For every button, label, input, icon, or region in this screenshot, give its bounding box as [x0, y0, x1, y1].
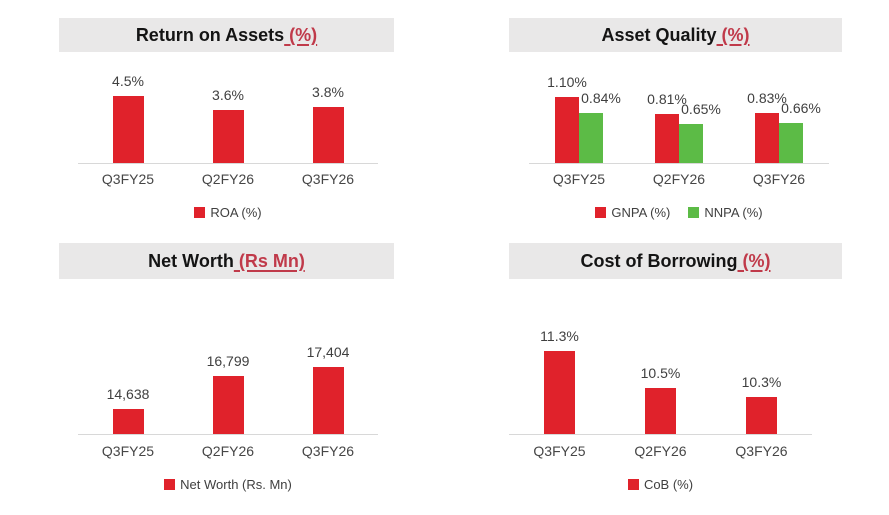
bar-gnpa-q3fy25 [555, 97, 579, 163]
bar-nnpa-q3fy25 [579, 113, 603, 163]
data-label-nnpa-q2fy26: 0.65% [681, 101, 721, 117]
bar-nnpa-q3fy26 [779, 123, 803, 163]
legend-label: Net Worth (Rs. Mn) [180, 476, 292, 492]
bar-net-worth-rs-mn-q2fy26 [212, 376, 244, 434]
legend: CoB (%) [509, 476, 812, 492]
x-tick-label-q3fy25: Q3FY25 [101, 443, 155, 459]
data-label-net-worth-rs-mn-q2fy26: 16,799 [206, 353, 250, 369]
legend-label: GNPA (%) [611, 204, 671, 220]
legend: ROA (%) [78, 204, 378, 220]
legend-label: ROA (%) [210, 204, 262, 220]
x-axis-line [529, 163, 829, 164]
legend-item-gnpa: GNPA (%) [595, 205, 670, 220]
legend-marker-roa [194, 206, 206, 218]
bar-cob-q3fy25 [544, 351, 575, 434]
data-label-cob-q3fy25: 11.3% [540, 328, 579, 344]
chart-title-unit: (%) [284, 25, 318, 45]
legend-item-net-worth-rs-mn: Net Worth (Rs. Mn) [164, 477, 292, 492]
legend-marker-nnpa [688, 206, 700, 218]
data-label-gnpa-q3fy25: 1.10% [547, 74, 587, 90]
x-axis-line [78, 163, 378, 164]
legend-label: CoB (%) [643, 476, 694, 492]
chart-title-text: Return on Assets [135, 25, 285, 45]
x-axis-line [78, 434, 378, 435]
bar-cob-q3fy26 [746, 397, 777, 434]
data-label-net-worth-rs-mn-q3fy26: 17,404 [306, 344, 350, 360]
chart-title-text: Asset Quality [601, 25, 717, 45]
data-label-nnpa-q3fy25: 0.84% [581, 90, 621, 106]
data-label-roa-q2fy26: 3.6% [212, 87, 244, 103]
bar-cob-q2fy26 [645, 388, 676, 434]
chart-title-cost-of-borrowing: Cost of Borrowing (%) [509, 243, 842, 279]
chart-title-net-worth: Net Worth (Rs Mn) [59, 243, 394, 279]
data-label-net-worth-rs-mn-q3fy25: 14,638 [106, 386, 150, 402]
data-label-roa-q3fy25: 4.5% [112, 73, 144, 89]
x-tick-label-q2fy26: Q2FY26 [634, 443, 687, 459]
chart-title-asset-quality: Asset Quality (%) [509, 18, 842, 52]
data-label-nnpa-q3fy26: 0.66% [781, 100, 821, 116]
x-tick-label-q3fy26: Q3FY26 [301, 443, 355, 459]
x-tick-label-q2fy26: Q2FY26 [201, 443, 255, 459]
bar-net-worth-rs-mn-q3fy26 [312, 367, 344, 434]
data-label-cob-q3fy26: 10.3% [741, 374, 782, 390]
x-tick-label-q3fy25: Q3FY25 [552, 171, 606, 187]
legend: GNPA (%) NNPA (%) [529, 204, 829, 220]
legend-label: NNPA (%) [704, 204, 763, 220]
x-tick-label-q3fy26: Q3FY26 [301, 171, 355, 187]
x-tick-label-q3fy26: Q3FY26 [752, 171, 806, 187]
bar-roa-q3fy26 [312, 107, 344, 163]
legend-marker-cob [627, 478, 639, 490]
bar-net-worth-rs-mn-q3fy25 [112, 409, 144, 434]
legend: Net Worth (Rs. Mn) [78, 476, 378, 492]
bar-gnpa-q3fy26 [755, 113, 779, 163]
data-label-roa-q3fy26: 3.8% [312, 84, 344, 100]
bar-nnpa-q2fy26 [679, 124, 703, 163]
data-label-gnpa-q2fy26: 0.81% [647, 91, 687, 107]
x-tick-label-q3fy25: Q3FY25 [533, 443, 586, 459]
x-axis-line [509, 434, 812, 435]
legend-item-roa: ROA (%) [194, 204, 262, 220]
chart-title-text: Net Worth [148, 251, 234, 271]
legend-marker-net-worth-rs-mn [164, 478, 176, 490]
legend-marker-gnpa [595, 206, 607, 218]
bar-roa-q2fy26 [212, 110, 244, 163]
legend-item-nnpa: NNPA (%) [688, 204, 763, 220]
bar-roa-q3fy25 [112, 96, 144, 163]
data-label-cob-q2fy26: 10.5% [640, 365, 681, 381]
chart-title-text: Cost of Borrowing [580, 251, 738, 271]
legend-item-cob: CoB (%) [627, 476, 694, 492]
chart-title-unit: (Rs Mn) [233, 251, 305, 271]
x-tick-label-q3fy26: Q3FY26 [735, 443, 788, 459]
x-tick-label-q3fy25: Q3FY25 [101, 171, 155, 187]
data-label-gnpa-q3fy26: 0.83% [747, 90, 787, 106]
x-tick-label-q2fy26: Q2FY26 [652, 171, 706, 187]
bar-gnpa-q2fy26 [655, 114, 679, 163]
x-tick-label-q2fy26: Q2FY26 [201, 171, 255, 187]
chart-title-return-on-assets: Return on Assets (%) [59, 18, 394, 52]
chart-title-unit: (%) [716, 25, 750, 45]
chart-title-unit: (%) [737, 251, 771, 271]
